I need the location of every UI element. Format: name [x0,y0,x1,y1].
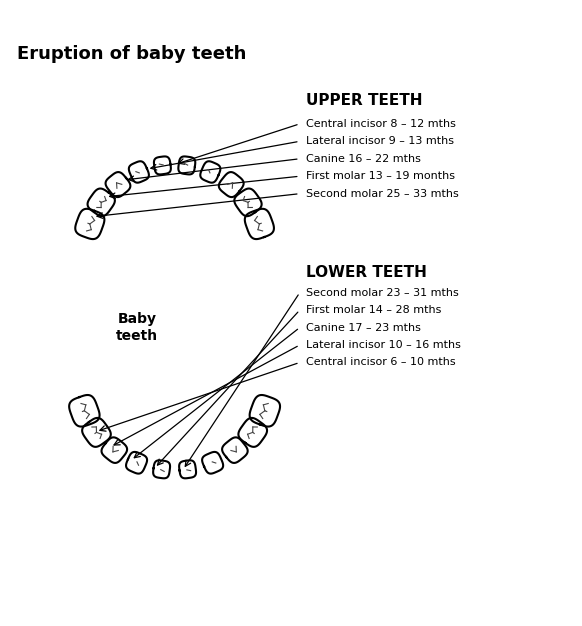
Polygon shape [235,188,262,216]
Text: Second molar 25 – 33 mths: Second molar 25 – 33 mths [306,188,458,198]
Polygon shape [82,418,111,447]
Polygon shape [105,172,130,197]
Polygon shape [154,156,171,175]
Polygon shape [69,395,100,426]
Text: Lateral incisor 9 – 13 mths: Lateral incisor 9 – 13 mths [306,136,453,146]
Polygon shape [222,438,248,463]
Polygon shape [202,452,223,474]
Polygon shape [126,452,147,474]
Polygon shape [239,418,267,447]
Text: Eruption of baby teeth: Eruption of baby teeth [17,45,247,63]
Text: Central incisor 8 – 12 mths: Central incisor 8 – 12 mths [306,119,456,129]
Polygon shape [129,162,149,183]
Text: Second molar 23 – 31 mths: Second molar 23 – 31 mths [306,287,458,297]
Polygon shape [87,188,115,216]
Polygon shape [245,209,274,239]
Text: Lateral incisor 10 – 16 mths: Lateral incisor 10 – 16 mths [306,340,460,350]
Text: Baby
teeth: Baby teeth [116,312,158,343]
Text: First molar 14 – 28 mths: First molar 14 – 28 mths [306,305,441,315]
Polygon shape [200,162,221,183]
Text: LOWER TEETH: LOWER TEETH [306,265,427,280]
Polygon shape [178,156,196,175]
Polygon shape [179,460,196,478]
Text: UPPER TEETH: UPPER TEETH [306,93,422,108]
Text: Central incisor 6 – 10 mths: Central incisor 6 – 10 mths [306,357,455,367]
Text: Canine 17 – 23 mths: Canine 17 – 23 mths [306,322,420,332]
Polygon shape [153,460,170,478]
Polygon shape [75,209,104,239]
Polygon shape [219,172,244,197]
Polygon shape [101,438,127,463]
Text: First molar 13 – 19 months: First molar 13 – 19 months [306,172,455,182]
Text: Canine 16 – 22 mths: Canine 16 – 22 mths [306,154,420,164]
Polygon shape [250,395,280,426]
